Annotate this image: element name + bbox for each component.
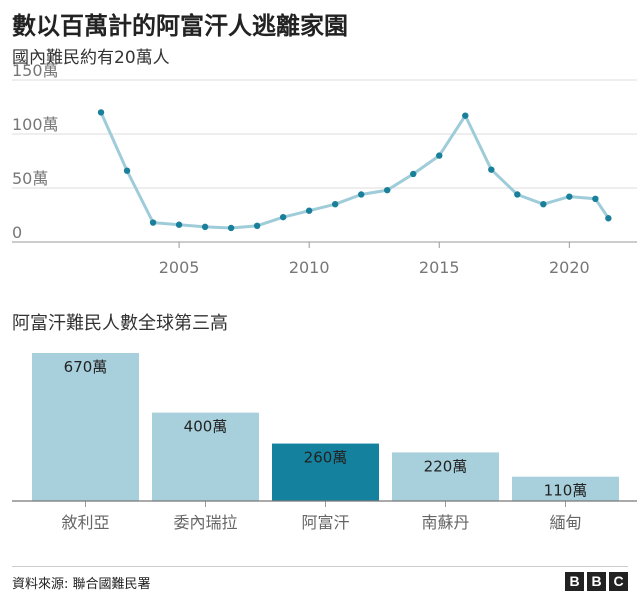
bar-value-label: 110萬 <box>544 482 588 500</box>
data-point <box>97 109 105 116</box>
data-point <box>279 213 287 221</box>
bar <box>32 353 139 501</box>
line-chart-title: 國內難民約有20萬人 <box>12 48 170 68</box>
logo-letter: B <box>565 572 584 591</box>
y-tick-label: 0 <box>12 223 22 242</box>
data-point <box>305 207 313 214</box>
data-point <box>331 201 339 208</box>
data-point <box>605 215 612 222</box>
footer-divider <box>12 566 628 567</box>
bar-category-label: 南蘇丹 <box>421 513 469 532</box>
y-tick-label: 150萬 <box>12 61 59 80</box>
data-point <box>358 191 365 198</box>
bar-value-label: 260萬 <box>304 449 348 467</box>
y-tick-label: 100萬 <box>12 115 59 134</box>
bar <box>392 452 499 501</box>
data-point <box>540 201 547 208</box>
data-point <box>566 193 573 200</box>
bar-category-label: 緬甸 <box>549 513 581 532</box>
data-point <box>592 195 599 202</box>
bar <box>512 476 619 501</box>
data-point <box>436 152 443 159</box>
bar <box>152 412 259 501</box>
series-line <box>99 111 610 230</box>
data-point <box>201 223 209 231</box>
data-point <box>149 219 157 226</box>
data-point <box>253 222 261 229</box>
source-note: 資料來源: 聯合國難民署 <box>12 577 151 592</box>
x-tick-label: 2010 <box>289 258 330 277</box>
bar-value-label: 220萬 <box>424 457 468 475</box>
x-tick-label: 2015 <box>419 258 460 277</box>
data-point <box>410 170 417 178</box>
page-title: 數以百萬計的阿富汗人逃離家園 <box>12 12 348 40</box>
y-tick-label: 50萬 <box>12 169 48 188</box>
data-point <box>488 166 495 173</box>
logo-letter: C <box>609 572 628 591</box>
x-tick-label: 2005 <box>159 258 200 277</box>
data-point <box>384 186 391 194</box>
bar-chart-title: 阿富汗難民人數全球第三高 <box>12 313 228 334</box>
data-point <box>227 224 235 232</box>
data-point <box>514 191 521 198</box>
bar-value-label: 400萬 <box>184 418 228 436</box>
data-point <box>123 167 131 174</box>
bar-value-label: 670萬 <box>64 358 108 376</box>
bar-category-label: 敘利亞 <box>61 513 109 532</box>
x-tick-label: 2020 <box>549 258 590 277</box>
data-point <box>175 221 183 228</box>
data-point <box>462 112 469 119</box>
bar <box>272 443 379 501</box>
bar-category-label: 委內瑞拉 <box>173 513 237 532</box>
bar-category-label: 阿富汗 <box>301 513 349 532</box>
logo-letter: B <box>587 572 606 591</box>
bbc-logo: B B C <box>565 572 628 591</box>
